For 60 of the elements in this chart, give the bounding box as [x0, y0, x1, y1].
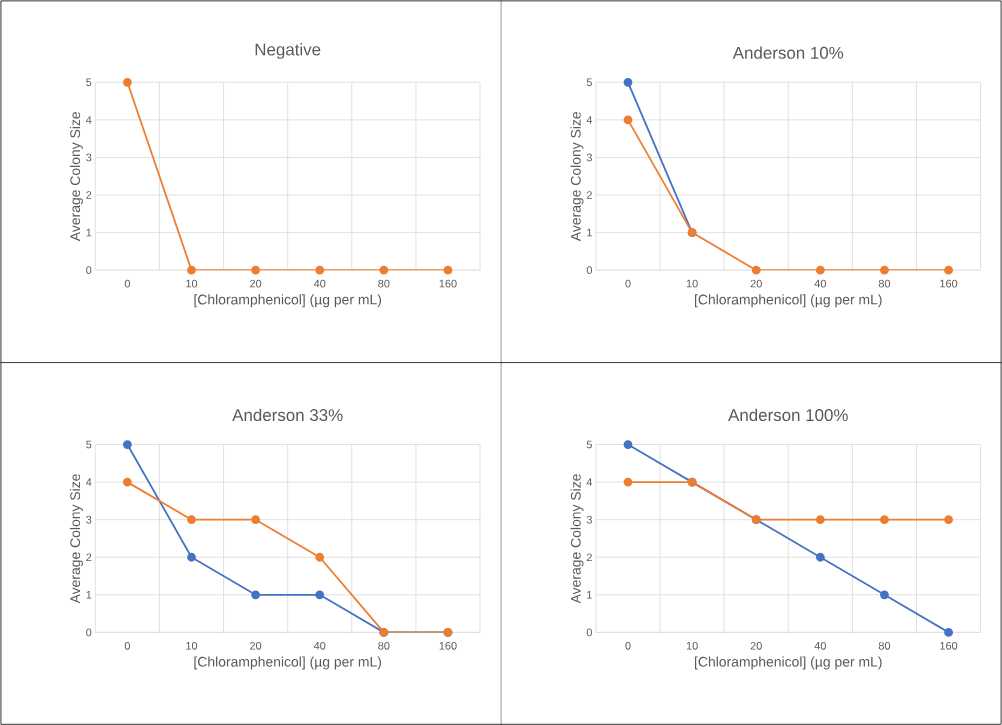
chart-title: Negative	[255, 42, 321, 59]
x-tick-label: 160	[940, 641, 958, 650]
y-tick-label: 2	[86, 553, 92, 561]
y-tick-label: 1	[587, 590, 592, 599]
y-axis-title: Average Colony Size	[69, 474, 83, 604]
x-tick-label: 0	[625, 279, 631, 288]
y-axis-title: Average Colony Size	[69, 111, 83, 242]
y-tick-label: 3	[86, 515, 92, 524]
x-tick-label: 20	[750, 641, 762, 650]
x-tick-label: 10	[686, 279, 698, 288]
x-axis-title: [Chloramphenicol] (µg per mL)	[695, 294, 882, 308]
x-tick-label: 160	[439, 279, 457, 288]
chart-title: Anderson 100%	[728, 408, 848, 421]
x-tick-label: 40	[814, 641, 826, 650]
chart-title: Anderson 33%	[232, 408, 343, 421]
x-tick-label: 40	[313, 279, 326, 288]
x-axis-title: [Chloramphenicol] (µg per mL)	[194, 294, 382, 308]
chart-title: Anderson 10%	[732, 46, 844, 59]
y-tick-label: 1	[86, 228, 92, 237]
x-tick-label: 20	[250, 279, 262, 288]
x-tick-label: 10	[186, 641, 198, 650]
y-tick-label: 5	[86, 78, 92, 87]
y-tick-label: 3	[586, 153, 592, 162]
x-tick-label: 0	[625, 641, 631, 650]
y-axis-title: Average Colony Size	[570, 474, 584, 604]
y-tick-label: 4	[85, 116, 92, 124]
y-tick-label: 0	[86, 628, 92, 637]
y-tick-label: 4	[85, 478, 92, 486]
x-tick-label: 40	[814, 279, 826, 288]
y-tick-label: 2	[586, 553, 592, 561]
x-tick-label: 0	[124, 641, 130, 650]
x-tick-label: 0	[124, 279, 130, 288]
y-tick-label: 2	[86, 191, 92, 199]
y-tick-label: 4	[586, 116, 593, 124]
x-tick-label: 160	[439, 641, 457, 650]
x-tick-label: 20	[750, 279, 762, 288]
x-tick-label: 80	[378, 279, 390, 288]
x-tick-label: 40	[313, 641, 326, 650]
y-tick-label: 1	[587, 228, 592, 237]
x-tick-label: 80	[878, 641, 891, 650]
y-tick-label: 3	[586, 515, 592, 524]
y-tick-label: 2	[586, 191, 592, 199]
x-tick-label: 10	[186, 279, 198, 288]
x-axis-title: [Chloramphenicol] (µg per mL)	[695, 656, 882, 670]
y-tick-label: 4	[586, 478, 593, 486]
x-tick-label: 160	[940, 279, 958, 288]
x-tick-label: 10	[686, 641, 698, 650]
y-tick-label: 5	[586, 440, 592, 449]
y-tick-label: 0	[586, 628, 592, 637]
x-tick-label: 80	[378, 641, 390, 650]
y-tick-label: 3	[86, 153, 92, 162]
x-axis-title: [Chloramphenicol] (µg per mL)	[194, 656, 382, 670]
y-tick-label: 5	[86, 440, 92, 449]
y-tick-label: 1	[86, 590, 92, 599]
y-axis-title: Average Colony Size	[570, 111, 584, 242]
y-tick-label: 0	[586, 266, 592, 274]
x-tick-label: 80	[878, 279, 891, 288]
y-tick-label: 0	[86, 266, 92, 274]
x-tick-label: 20	[250, 641, 262, 650]
y-tick-label: 5	[586, 78, 592, 87]
